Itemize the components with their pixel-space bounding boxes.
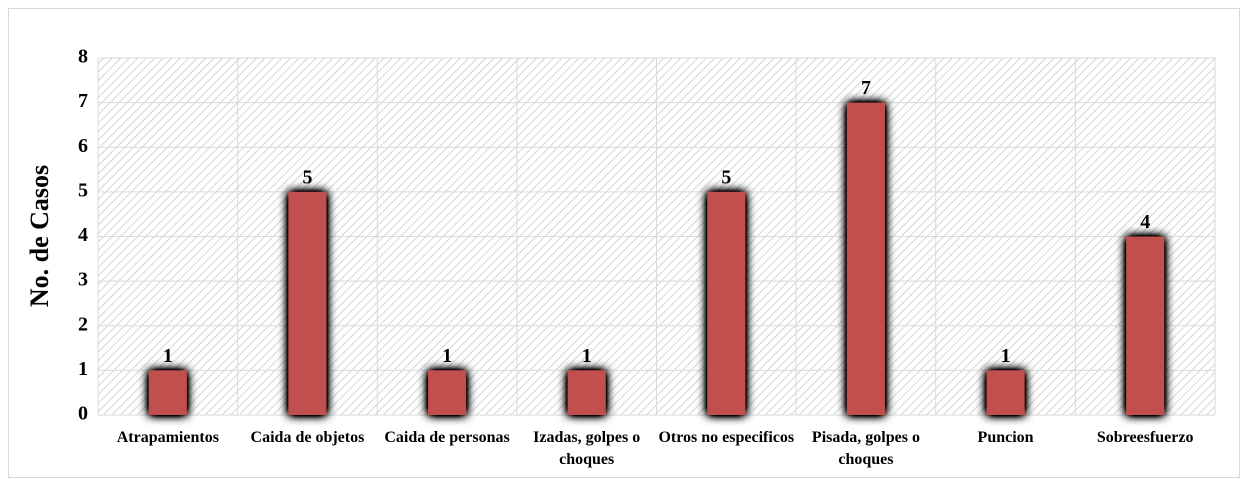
- data-label: 1: [442, 345, 452, 367]
- data-label: 5: [721, 166, 731, 188]
- x-tick-label: Otros no especificos: [658, 429, 795, 446]
- x-tick-label: Sobreesfuerzo: [1096, 429, 1194, 446]
- y-tick-label: 2: [78, 313, 88, 335]
- y-tick-label: 3: [78, 269, 88, 291]
- x-tick-label: Caida de personas: [384, 429, 510, 446]
- x-tick-label: Caida de objetos: [250, 429, 365, 446]
- y-tick-label: 5: [78, 179, 88, 201]
- x-tick-label: Izadas, golpes o choques: [533, 429, 641, 468]
- chart-frame: [8, 8, 1240, 478]
- bar: [567, 370, 606, 415]
- bar: [846, 102, 885, 415]
- y-tick-label: 4: [78, 224, 88, 246]
- x-tick-label: Atrapamientos: [116, 429, 219, 446]
- data-label: 5: [302, 166, 312, 188]
- y-tick-label: 8: [78, 46, 88, 68]
- data-label: 1: [1001, 345, 1011, 367]
- x-tick-label: Pisada, golpes o choques: [811, 429, 920, 468]
- data-label: 1: [582, 345, 592, 367]
- data-label: 4: [1140, 211, 1150, 233]
- bar: [288, 191, 327, 415]
- data-label: 1: [163, 345, 173, 367]
- bar: [148, 370, 187, 415]
- bar: [707, 191, 746, 415]
- x-tick-label: Puncion: [977, 429, 1034, 446]
- y-axis-label: No. de Casos: [25, 165, 54, 307]
- bar: [986, 370, 1025, 415]
- y-tick-label: 0: [78, 403, 88, 425]
- y-tick-label: 7: [78, 90, 88, 112]
- data-label: 7: [861, 77, 871, 99]
- y-tick-label: 6: [78, 135, 88, 157]
- y-tick-label: 1: [78, 358, 88, 380]
- bar: [1126, 236, 1165, 415]
- bar: [428, 370, 467, 415]
